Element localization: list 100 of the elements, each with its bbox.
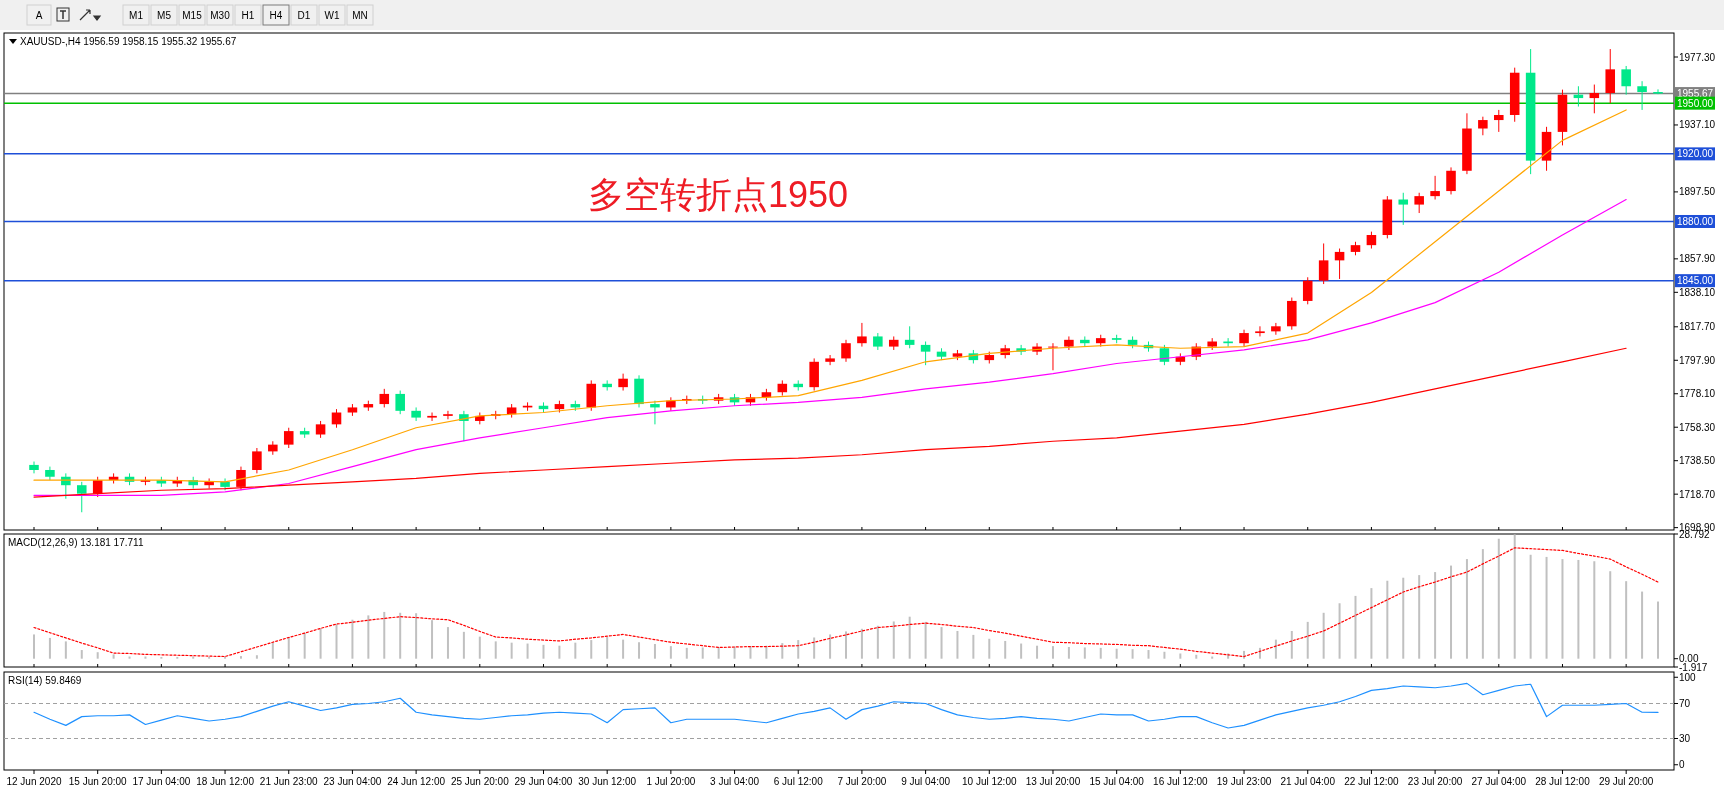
x-tick-label: 6 Jul 12:00 [773,776,824,787]
bar [431,620,434,659]
bar [1434,572,1437,659]
candlestick [252,447,262,474]
candlestick [825,354,835,366]
bar [1004,640,1007,659]
bar [813,637,816,659]
bar [1497,538,1500,659]
bar [765,645,768,659]
x-tick-label: 15 Jun 20:00 [68,776,128,787]
candlestick [395,390,405,415]
bar [1577,559,1580,659]
bar [33,634,35,659]
bar [1513,534,1516,659]
x-tick-label: 25 Jun 20:00 [450,776,510,787]
x-tick-label: 12 Jun 2020 [6,776,62,787]
bar [64,641,67,659]
bar [924,621,927,659]
candlestick [427,412,437,422]
bar [542,644,545,659]
chart-title: XAUUSD-,H4 1956.59 1958.15 1955.32 1955.67 [20,36,237,47]
bar [1529,554,1532,659]
x-tick-label: 9 Jul 04:00 [901,776,951,787]
candlestick [443,410,453,420]
candlestick [1318,242,1329,285]
candlestick [920,341,931,366]
text: D1 [297,10,311,21]
bar [638,642,641,659]
bar [1067,647,1070,659]
line-series [33,347,1627,498]
candlestick [1605,48,1616,104]
x-tick-label: 29 Jul 20:00 [1598,776,1654,787]
bar [1625,581,1628,659]
x-tick-label: 29 Jun 04:00 [514,776,573,787]
bar [1593,561,1596,659]
bar [494,641,497,659]
ref-line-label: 1955.67 [1677,88,1714,100]
bar [781,643,784,659]
ref-line-label: 1880.00 [1677,215,1714,227]
bar [1322,612,1325,659]
bar [399,612,402,659]
candlestick [283,427,294,449]
text: M30 [210,10,231,21]
y-tick-label: 1718.70 [1679,488,1716,500]
chart-title: MACD(12,26,9) 13.181 17.711 [8,537,144,548]
candlestick [1271,322,1281,336]
y-tick-label: 1857.90 [1679,253,1716,265]
bar [749,646,752,659]
x-tick-label: 1 Jul 20:00 [646,776,696,787]
bar [606,637,609,659]
candlestick [1653,88,1663,95]
annotation: 多空转折点1950 [588,174,849,215]
bar [845,631,847,659]
y-tick-label: 1738.50 [1679,455,1716,467]
candlestick [1302,276,1313,305]
x-tick-label: 27 Jul 04:00 [1471,776,1527,787]
bar [96,652,99,659]
bar [319,628,322,659]
bar [797,640,800,659]
y-tick-label: 1778.10 [1679,388,1716,400]
bar [1481,549,1484,659]
y-tick-label: 70 [1679,698,1691,709]
bar [1051,646,1054,659]
bar [733,646,736,659]
bar [1386,580,1389,659]
bar [510,642,513,659]
bar [1099,647,1102,659]
x-tick-label: 18 Jun 12:00 [196,776,255,787]
bar [685,647,688,659]
bar [446,627,449,659]
bar [1211,656,1214,659]
bar [383,611,386,659]
bar [367,615,370,659]
bar [860,628,863,659]
text: M5 [157,10,172,21]
bar [1274,639,1277,659]
x-tick-label: 21 Jun 23:00 [259,776,319,787]
bar [1465,559,1468,659]
bar [1354,595,1357,659]
bar [1179,653,1182,659]
x-tick-label: 23 Jul 20:00 [1407,776,1463,787]
x-tick-label: 10 Jul 12:00 [962,776,1017,787]
text: H1 [241,10,255,21]
candlestick [1446,166,1456,195]
candlestick [76,481,87,513]
bar [701,647,704,659]
candlestick [1398,192,1409,226]
x-tick-label: 30 Jun 12:00 [578,776,637,787]
bar [1020,643,1023,659]
bar [908,616,911,659]
candlestick [1478,116,1488,136]
bar [1115,648,1118,659]
y-tick-label: 30 [1679,733,1691,744]
y-tick-label: 1838.10 [1679,286,1716,298]
bar [574,642,577,659]
candlestick [586,379,597,412]
bar [1609,571,1612,659]
text: W1 [324,10,340,21]
bar [351,619,354,659]
bar [415,613,418,659]
